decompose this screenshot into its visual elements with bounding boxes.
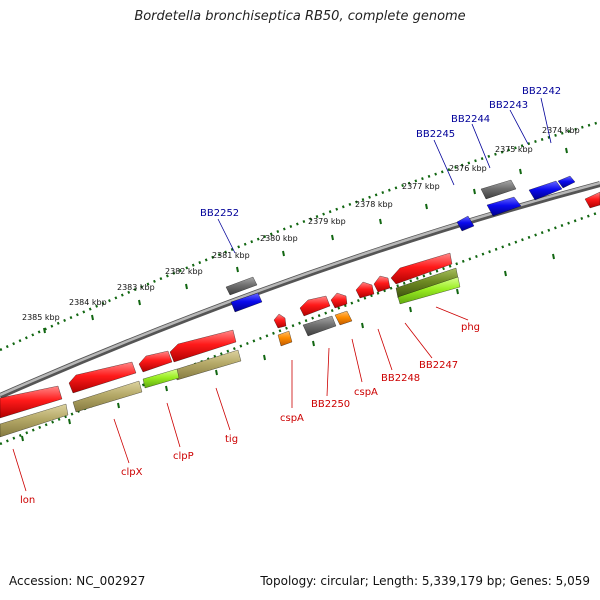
ruler-label: 2381 kbp [212, 251, 250, 260]
gene-label-BB2244: BB2244 [451, 114, 490, 125]
gene-BB2248 [355, 281, 375, 299]
gene-label-BB2250: BB2250 [311, 399, 350, 410]
feature-lon-tan [0, 403, 69, 438]
accession-text: Accession: NC_002927 [9, 574, 146, 588]
feature-phg-lime [397, 276, 461, 305]
gene-BB2250-gray [302, 315, 337, 337]
ruler-label: 2384 kbp [69, 298, 107, 307]
map-title: Bordetella bronchiseptica RB50, complete… [134, 9, 466, 24]
ruler-label: 2379 kbp [308, 217, 346, 226]
reverse-genes [0, 252, 461, 438]
gene-label-clpX: clpX [121, 467, 143, 478]
gene-label-BB2252: BB2252 [200, 208, 239, 219]
gene-cspA2-orange [277, 330, 293, 347]
gene-clpP [138, 350, 173, 373]
gene-BB2250-red [299, 295, 331, 317]
gene-label-BB2242: BB2242 [522, 86, 561, 97]
gene-right-red [584, 191, 600, 209]
gene-clpX [68, 361, 137, 394]
gene-BB2242 [557, 175, 576, 189]
feature-clpX-tan [72, 380, 143, 413]
gene-label-BB2247: BB2247 [419, 360, 458, 371]
gene-BB2252-gray [225, 276, 258, 296]
inner-ruler [0, 210, 600, 446]
genome-backbone [0, 181, 600, 399]
gene-BB2247 [373, 275, 391, 293]
gene-BB2243 [528, 180, 563, 201]
gene-label-clpP: clpP [173, 451, 194, 462]
ruler-label: 2378 kbp [355, 200, 393, 209]
gene-label-lon: lon [20, 495, 35, 506]
genome-summary-text: Topology: circular; Length: 5,339,179 bp… [260, 574, 590, 588]
ruler-label: 2376 kbp [449, 164, 487, 173]
gene-lon [0, 385, 63, 419]
gene-label-tig: tig [225, 434, 238, 445]
ruler-label: 2385 kbp [22, 313, 60, 322]
reverse-leaders [12, 306, 469, 492]
gene-cspA2-red [273, 313, 287, 329]
ruler-label: 2374 kbp [542, 126, 580, 135]
gene-tig [169, 329, 237, 363]
ruler-label: 2380 kbp [260, 234, 298, 243]
forward-genes [225, 175, 600, 313]
gene-cspA-orange [334, 310, 353, 326]
ruler-label: 2375 kbp [495, 145, 533, 154]
gene-label-cspA-2: cspA [280, 413, 304, 424]
gene-BB2244 [486, 196, 522, 217]
gene-BB2252 [230, 292, 263, 313]
gene-BB2245 [456, 215, 475, 232]
gene-BB2244-gray [480, 179, 517, 200]
ruler-label: 2382 kbp [165, 267, 203, 276]
outer-ruler-ticks [43, 147, 568, 334]
gene-label-phg: phg [461, 322, 480, 333]
ruler-label: 2383 kbp [117, 283, 155, 292]
forward-leaders [217, 97, 552, 254]
gene-label-BB2248: BB2248 [381, 373, 420, 384]
gene-phg [390, 252, 453, 285]
gene-label-BB2245: BB2245 [416, 129, 455, 140]
gene-label-cspA: cspA [354, 387, 378, 398]
feature-clpP-lime [142, 368, 180, 389]
outer-ruler [0, 120, 600, 352]
gene-label-BB2243: BB2243 [489, 100, 528, 111]
gene-cspA-red [330, 292, 348, 309]
inner-ruler-ticks [21, 253, 555, 442]
ruler-label: 2377 kbp [402, 182, 440, 191]
